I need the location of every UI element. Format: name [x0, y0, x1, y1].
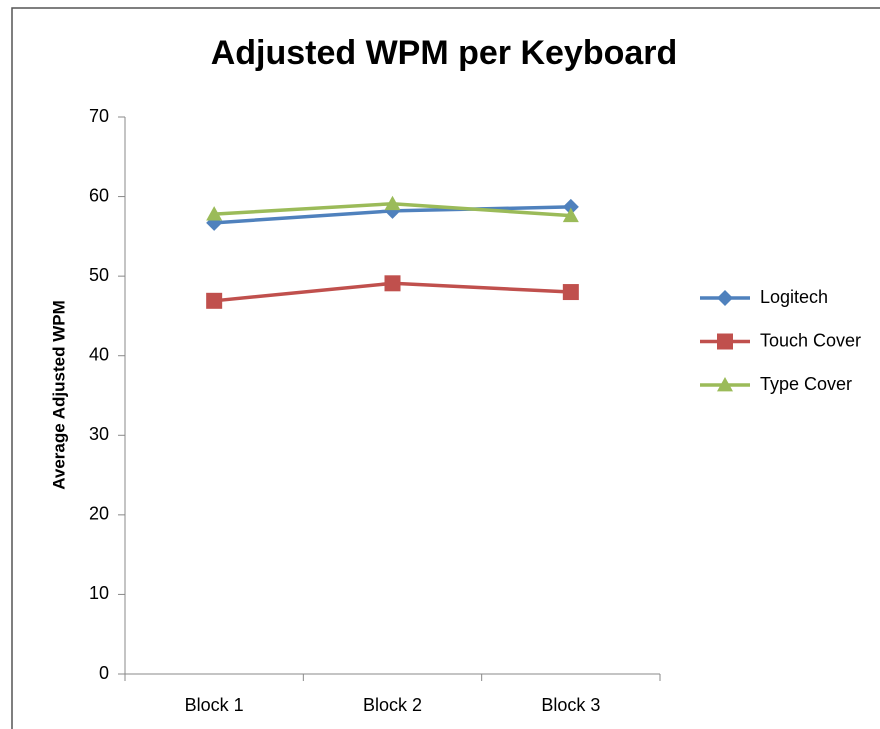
x-tick-label: Block 1 — [185, 695, 244, 715]
data-point — [384, 275, 401, 292]
data-point — [384, 195, 401, 211]
data-point — [562, 284, 579, 301]
data-point — [562, 207, 579, 223]
chart-title: Adjusted WPM per Keyboard — [211, 34, 678, 72]
chart-frame — [11, 7, 880, 729]
legend-label: Touch Cover — [760, 330, 861, 350]
legend-marker — [717, 333, 733, 350]
legend-label: Logitech — [760, 287, 828, 307]
x-tick-label: Block 2 — [363, 695, 422, 715]
y-tick-label: 50 — [89, 265, 109, 285]
data-point — [206, 206, 223, 221]
x-tick-label: Block 3 — [541, 695, 600, 715]
y-tick-label: 20 — [89, 504, 109, 524]
y-tick-label: 60 — [89, 185, 109, 205]
y-tick-label: 70 — [89, 106, 109, 126]
y-tick-label: 0 — [99, 663, 109, 683]
y-tick-label: 10 — [89, 583, 109, 603]
y-axis-label: Average Adjusted WPM — [49, 300, 68, 490]
y-tick-label: 30 — [89, 424, 109, 444]
y-tick-label: 40 — [89, 344, 109, 364]
legend-marker — [717, 377, 733, 392]
legend-marker — [717, 290, 733, 306]
data-point — [562, 198, 579, 215]
data-point — [206, 292, 223, 309]
legend-label: Type Cover — [760, 374, 852, 394]
